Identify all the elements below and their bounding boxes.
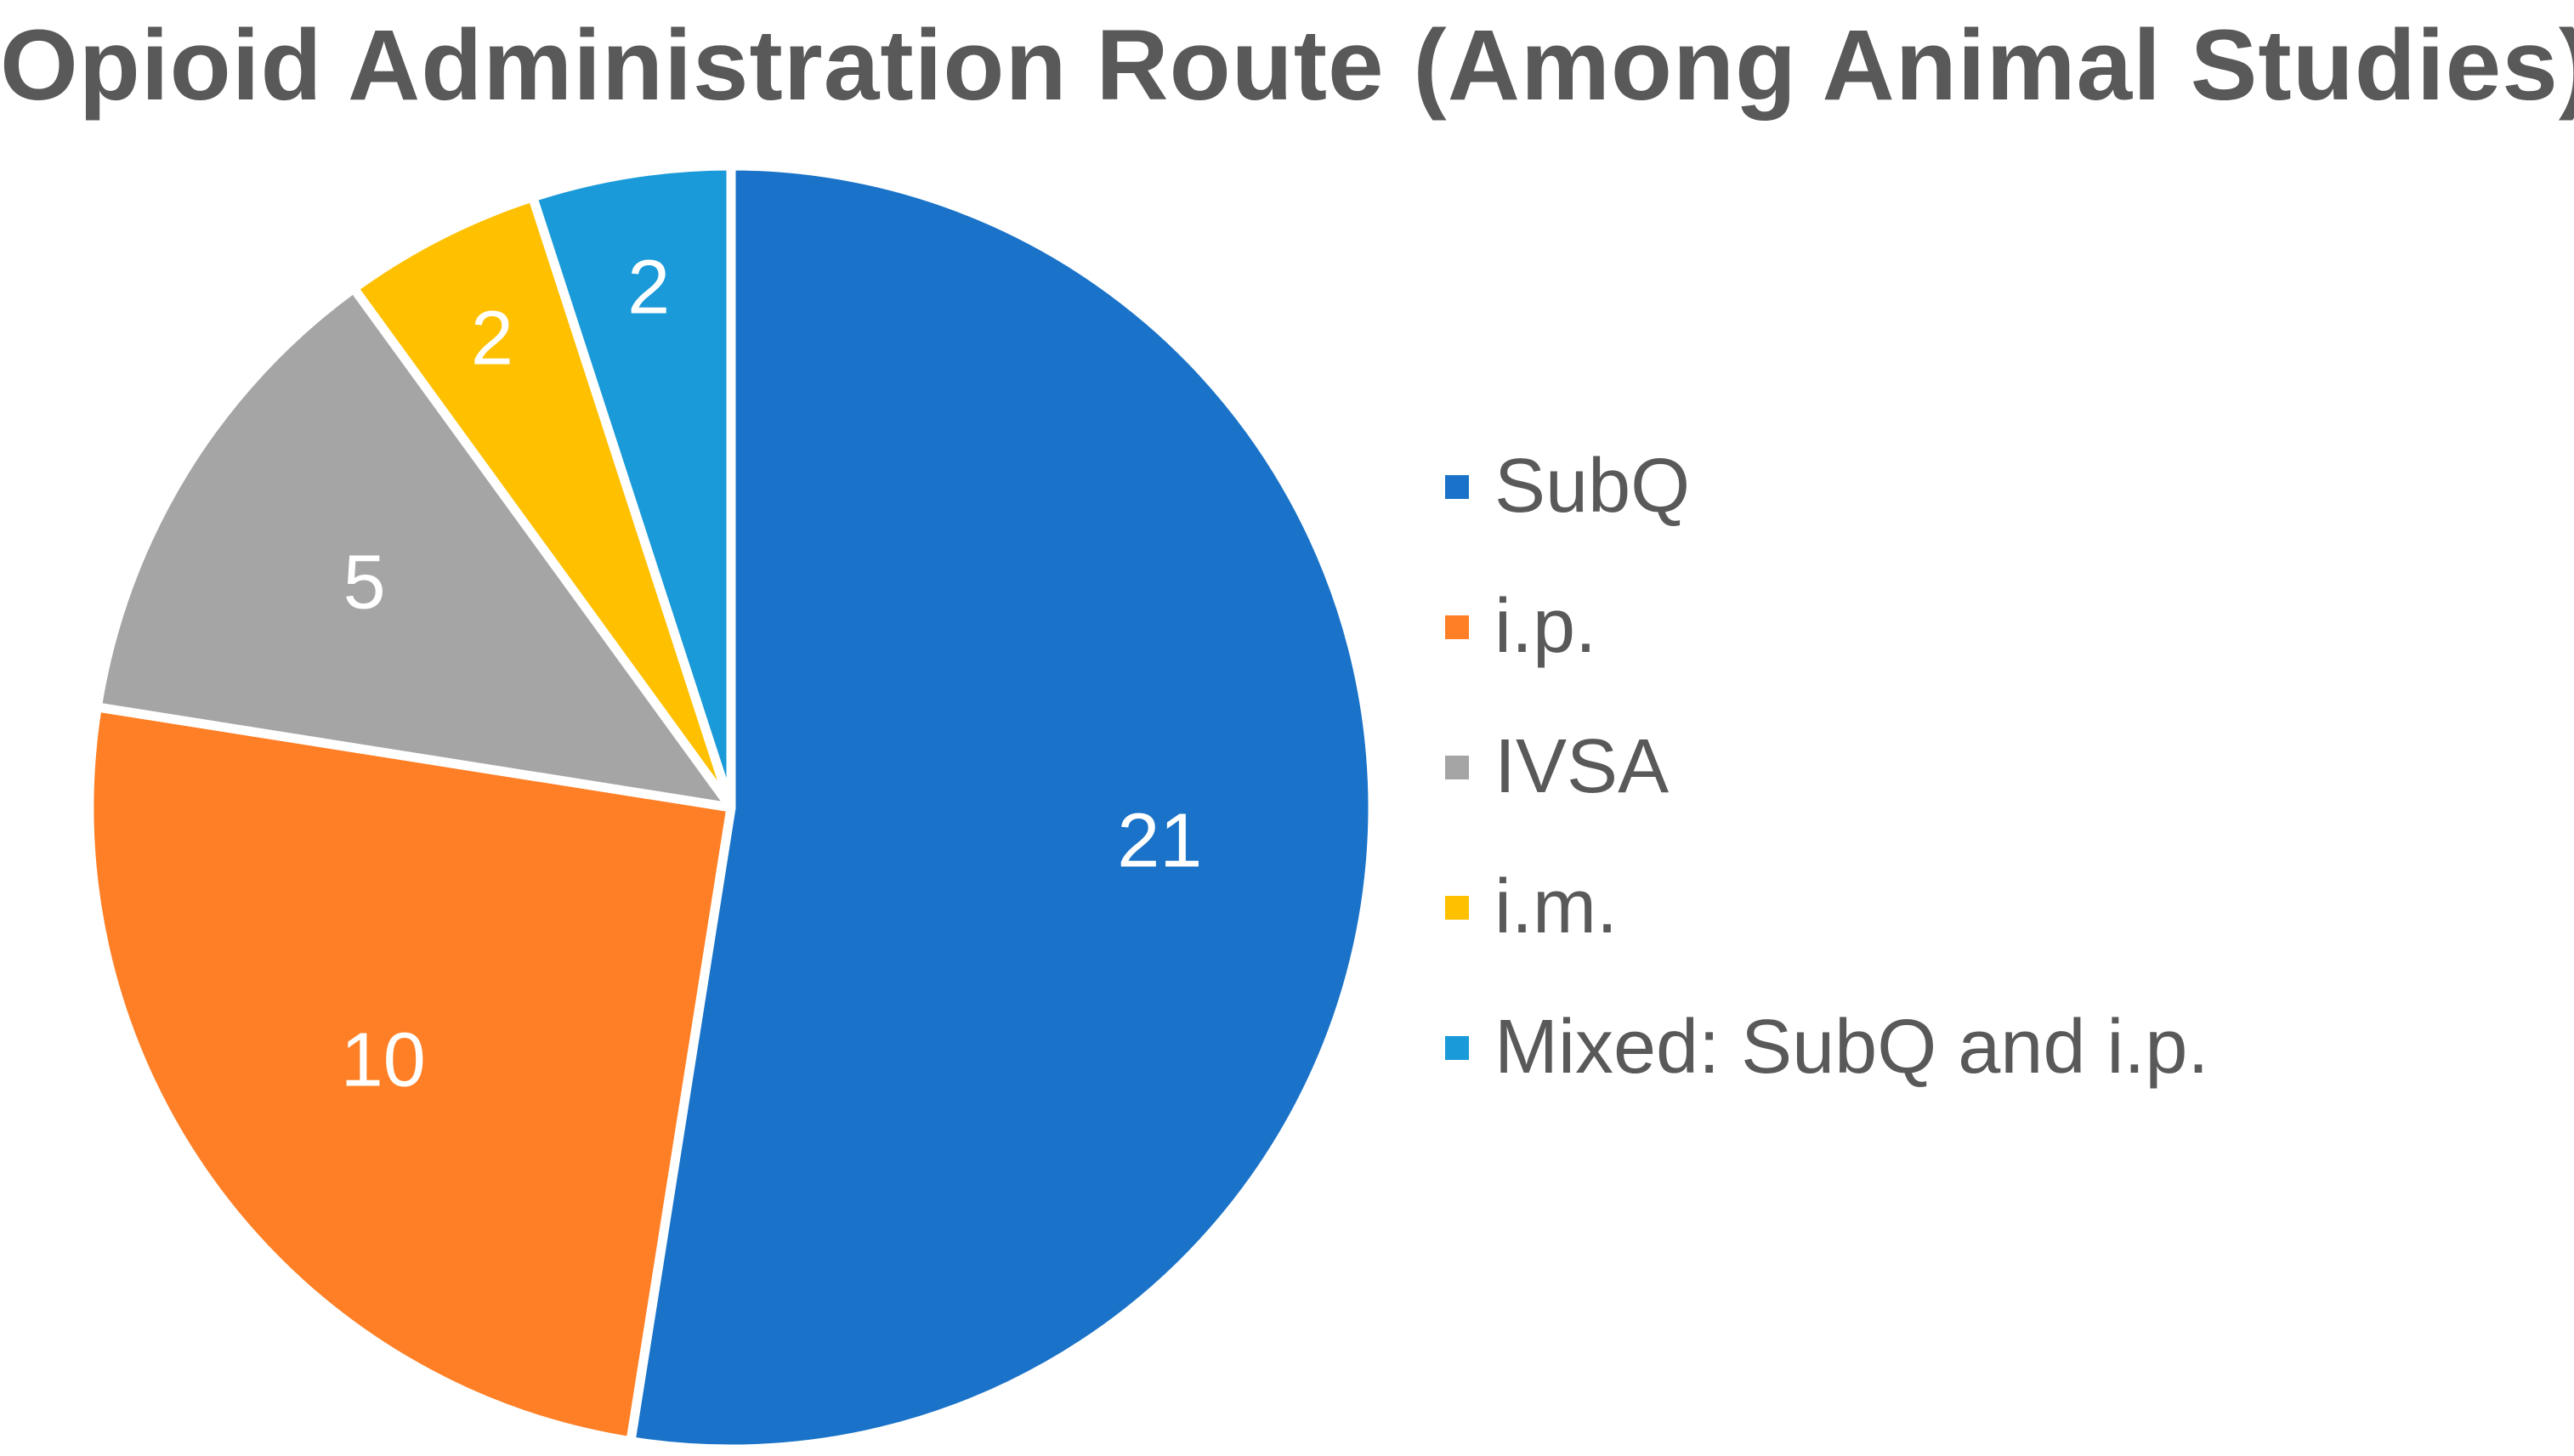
slice-data-labels: 21 10 5 2 2 [341, 246, 1203, 1103]
data-label-i-p: 10 [341, 1017, 426, 1102]
data-label-subq: 21 [1117, 799, 1202, 884]
legend-swatch [1445, 755, 1469, 779]
data-label-i-m: 2 [471, 296, 513, 381]
legend-swatch [1445, 474, 1469, 499]
chart-title: Opioid Administration Route (Among Anima… [0, 9, 2574, 122]
legend-swatch [1445, 1035, 1469, 1060]
legend-item-subq: SubQ [1445, 416, 2550, 557]
legend-label: i.p. [1494, 584, 1597, 669]
legend-label: i.m. [1494, 864, 1618, 949]
pie-slice-subq [626, 161, 1378, 1454]
legend-item-i-p: i.p. [1445, 557, 2550, 697]
legend-label: Mixed: SubQ and i.p. [1494, 1005, 2209, 1090]
pie-slice-mixed-subq-and-i-p [528, 161, 736, 813]
legend-item-ivsa: IVSA [1445, 697, 2550, 837]
legend-item-i-m: i.m. [1445, 837, 2550, 977]
data-label-ivsa: 5 [343, 541, 386, 626]
pie-slice-ivsa [92, 283, 736, 813]
legend-label: IVSA [1494, 724, 1670, 809]
legend-item-mixed-subq-and-i-p: Mixed: SubQ and i.p. [1445, 977, 2550, 1118]
legend-swatch [1445, 615, 1469, 639]
pie-slice-i-m [349, 192, 736, 813]
data-label-mixed-subq-and-i-p: 2 [627, 246, 670, 331]
legend-label: SubQ [1494, 444, 1691, 529]
pie-slices [84, 161, 1378, 1454]
pie-slice-i-p [84, 702, 736, 1447]
chart-legend: SubQ i.p. IVSA i.m. Mixed: SubQ and i.p. [1445, 416, 2550, 1118]
legend-swatch [1445, 895, 1469, 920]
